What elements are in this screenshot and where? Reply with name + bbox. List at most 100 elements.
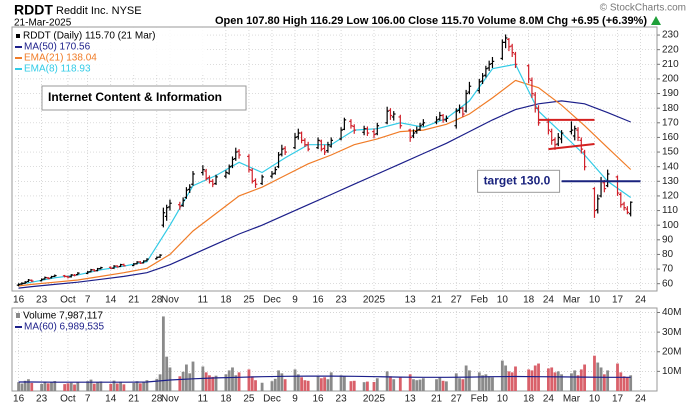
legend-label: Volume 7,987,117 [23,311,103,322]
volume-bar [69,382,73,391]
y-tick-label: 110 [662,205,678,216]
volume-bar [550,367,554,391]
volume-bar [132,382,136,391]
y-tick-label: 140 [662,161,679,172]
volume-bar [527,369,531,391]
volume-bar [306,380,310,391]
volume-bar [606,370,610,391]
x-tick-label: 17 [612,394,624,405]
volume-bar [481,375,484,391]
x-tick-label: 21 [431,295,443,306]
volume-bar [553,372,557,391]
volume-bar [366,381,369,391]
volume-bar [86,381,90,391]
volume-bar [362,382,366,391]
volume-bar [461,379,465,391]
x-tick-label: 23 [36,394,48,405]
x-tick-label: 18 [220,295,232,306]
volume-bar [468,370,471,391]
x-tick-label: 24 [635,394,647,405]
legend-label: MA(60) 6,989,535 [24,322,104,333]
volume-bar [270,381,274,391]
x-tick-label: 10 [497,394,509,405]
x-tick-label: 25 [243,295,255,306]
credit: © StockCharts.com [600,3,686,14]
volume-bar [283,379,287,391]
x-tick-label: 25 [243,394,255,405]
legend-label: MA(50) 170.56 [24,42,91,53]
x-tick-label: 27 [451,394,463,405]
quote: Open 107.80 High 116.29 Low 106.00 Close… [215,15,647,27]
volume-bar [165,356,169,391]
volume-tick-label: 20M [662,346,681,357]
labels: 16162323OctOct77141421212828NovNov111118… [13,29,681,405]
x-tick-label: 9 [292,295,298,306]
x-tick-label: 21 [128,295,140,306]
x-tick-label: Feb [471,394,489,405]
x-tick-label: 13 [405,295,417,306]
volume-bar [237,372,241,391]
volume-bar [329,372,333,391]
volume-bar [50,382,53,391]
volume-bar [73,384,76,391]
volume-bar [293,369,297,391]
x-tick-label: 2025 [363,394,386,405]
x-tick-label: 10 [589,295,601,306]
volume-bar [570,373,573,391]
x-tick-label: 17 [612,295,624,306]
y-tick-label: 160 [662,132,679,143]
volume-bar [208,375,211,391]
volume-tick-label: 30M [662,327,681,338]
volume-bar [211,376,215,391]
volume-bar [158,374,162,391]
y-tick-label: 190 [662,88,679,99]
x-tick-label: 23 [336,295,348,306]
volume-bar [247,369,251,391]
volume-bar [530,370,534,391]
volume-bar [296,374,300,391]
volume-bar [435,379,438,391]
moving-average-line [18,100,631,289]
volume-bar [142,381,146,391]
volume-bar [533,365,537,391]
x-tick-label: Oct [60,295,76,306]
volume-bar [514,366,517,391]
x-tick-label: 24 [543,295,555,306]
company-name: Reddit Inc. NYSE [56,5,142,17]
volume-bar [421,378,425,391]
x-tick-label: 11 [198,295,209,306]
x-tick-label: 13 [405,394,417,405]
volume-bar [412,379,415,391]
volume-bar [444,381,448,391]
moving-average-line [18,79,632,287]
volume-bar [63,384,67,391]
legend-label: EMA(21) 138.04 [24,53,97,64]
chart-date: 21-Mar-2025 [14,18,72,29]
volume-bar [227,370,231,391]
volume-bar [109,383,113,391]
x-tick-label: Mar [563,394,581,405]
volume-bar [619,372,623,391]
x-tick-label: 21 [128,394,140,405]
volume-bar [191,361,195,391]
up-arrow [651,16,661,25]
volume-bar [66,383,70,391]
volume-bar [224,374,228,391]
volume-bar [138,383,142,391]
x-tick-label: 7 [85,394,91,405]
x-tick-label: 14 [105,295,117,306]
y-tick-label: 80 [662,249,674,260]
volume-bar [89,379,93,391]
x-tick-label: 27 [451,295,463,306]
x-tick-label: Dec [263,394,281,405]
volume-bar [277,370,280,391]
annotation-line [548,143,595,151]
x-tick-label: 10 [497,295,509,306]
x-tick-label: 16 [312,394,324,405]
volume-bar [250,376,254,391]
volume-bar [316,376,320,391]
volume-bar [43,381,47,391]
x-tick-label: 24 [543,394,555,405]
volume-panel [11,307,658,392]
